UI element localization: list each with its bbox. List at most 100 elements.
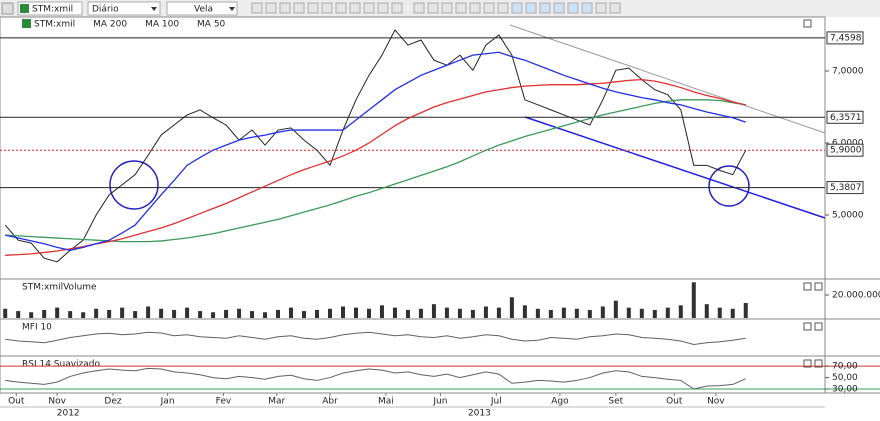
tool-icon[interactable] xyxy=(497,2,509,14)
circle-annotation[interactable] xyxy=(109,160,159,210)
volume-bar xyxy=(743,303,748,318)
volume-bar xyxy=(185,307,190,318)
volume-bar xyxy=(302,311,307,318)
volume-bar xyxy=(250,311,255,318)
panel-button xyxy=(803,359,812,368)
tool-icon[interactable] xyxy=(321,2,333,14)
year-label: 2013 xyxy=(468,409,491,419)
x-tick-label: Nov xyxy=(707,397,725,407)
tool-icon[interactable] xyxy=(377,2,389,14)
tool-icon[interactable] xyxy=(293,2,305,14)
plot-area xyxy=(0,16,826,394)
volume-bar xyxy=(68,311,73,318)
volume-bar xyxy=(470,309,475,318)
tool-icon[interactable] xyxy=(469,2,481,14)
y-tick-label: 30,00 xyxy=(832,385,858,395)
x-tick-label: Set xyxy=(608,397,623,407)
interval-dropdown[interactable] xyxy=(87,1,161,16)
tool-icon[interactable] xyxy=(455,2,467,14)
level-label-box xyxy=(826,181,864,195)
tool-icon[interactable] xyxy=(279,2,291,14)
tool-icon[interactable] xyxy=(483,2,495,14)
tool-icon[interactable] xyxy=(349,2,361,14)
style-dropdown[interactable] xyxy=(166,1,238,16)
x-tick-label: Jun xyxy=(432,397,447,407)
line-series xyxy=(5,99,746,243)
volume-bar xyxy=(211,312,216,318)
tool-icon[interactable] xyxy=(427,2,439,14)
volume-bar xyxy=(55,307,60,318)
x-tick-label: Dez xyxy=(104,397,121,407)
trend-line[interactable] xyxy=(509,24,826,134)
tool-icon[interactable] xyxy=(511,2,523,14)
tool-icon[interactable] xyxy=(539,2,551,14)
last-price-label: 5,9000 xyxy=(830,146,862,156)
tool-icon[interactable] xyxy=(581,2,593,14)
panel-title: MFI 10 xyxy=(22,323,52,333)
y-tick-label: 6,0000 xyxy=(832,139,864,149)
panel-button xyxy=(803,322,812,331)
tool-icon[interactable] xyxy=(525,2,537,14)
volume-bar xyxy=(405,309,410,318)
volume-bar xyxy=(3,308,8,318)
volume-bar xyxy=(574,308,579,318)
x-tick-label: Out xyxy=(666,397,683,407)
volume-bar xyxy=(652,309,657,318)
y-tick-label: 5,0000 xyxy=(832,211,864,221)
tool-icon[interactable] xyxy=(609,2,621,14)
volume-bar xyxy=(289,307,294,318)
panel-button xyxy=(814,359,823,368)
panel-button xyxy=(814,282,823,291)
level-label: 5,3807 xyxy=(830,183,862,193)
volume-bar xyxy=(600,306,605,318)
volume-bar xyxy=(678,305,683,318)
x-tick-label: Jan xyxy=(160,397,175,407)
tool-icon[interactable] xyxy=(265,2,277,14)
volume-bar xyxy=(29,312,34,318)
tool-icon[interactable] xyxy=(553,2,565,14)
tool-icon[interactable] xyxy=(413,2,425,14)
x-tick-label: Abr xyxy=(322,397,338,407)
last-price-box xyxy=(826,143,864,157)
symbol-text: STM:xmil xyxy=(32,5,73,15)
volume-bar xyxy=(159,308,164,318)
tool-icon[interactable] xyxy=(307,2,319,14)
volume-bar xyxy=(107,309,112,318)
tool-icon[interactable] xyxy=(251,2,263,14)
tool-icon[interactable] xyxy=(567,2,579,14)
tool-icon[interactable] xyxy=(595,2,607,14)
y-tick-label: 50,00 xyxy=(832,373,858,383)
collapse-button[interactable] xyxy=(1,2,14,15)
volume-bar xyxy=(613,300,618,318)
y-tick-label: 20.000.000 xyxy=(832,290,880,300)
line-series xyxy=(5,331,746,346)
volume-bar xyxy=(457,308,462,318)
legend-icon xyxy=(22,19,31,28)
volume-bar xyxy=(665,307,670,318)
volume-bar xyxy=(120,307,125,318)
volume-bar xyxy=(444,307,449,318)
volume-bar xyxy=(315,309,320,318)
volume-bar xyxy=(328,308,332,318)
tool-icon[interactable] xyxy=(335,2,347,14)
line-series xyxy=(5,367,746,390)
legend-entry: STM:xmil xyxy=(34,20,75,30)
x-tick-label: Nov xyxy=(48,397,66,407)
line-series xyxy=(4,29,747,263)
tool-icon[interactable] xyxy=(363,2,375,14)
year-label: 2012 xyxy=(57,409,80,419)
circle-annotation[interactable] xyxy=(708,165,750,207)
volume-bar xyxy=(522,305,527,318)
line-series xyxy=(5,78,746,256)
x-tick-label: Ago xyxy=(551,397,569,407)
volume-bar xyxy=(379,305,384,318)
volume-bar xyxy=(16,311,21,318)
volume-bar xyxy=(172,309,177,318)
symbol-input[interactable] xyxy=(17,1,83,16)
trend-line[interactable] xyxy=(524,116,826,219)
tool-icon[interactable] xyxy=(441,2,453,14)
legend-entry: MA 100 xyxy=(145,20,179,30)
level-label: 7,4598 xyxy=(830,33,862,43)
tool-icon[interactable] xyxy=(391,2,403,14)
volume-bar xyxy=(730,308,735,318)
